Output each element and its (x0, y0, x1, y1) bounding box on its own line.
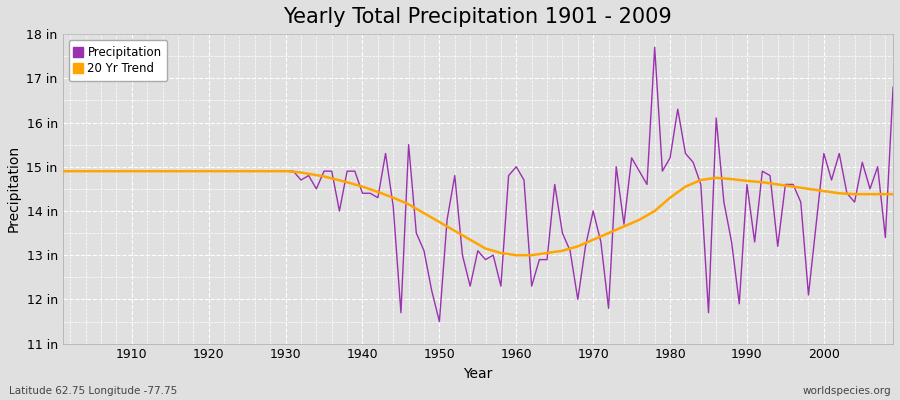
Y-axis label: Precipitation: Precipitation (7, 145, 21, 232)
X-axis label: Year: Year (464, 367, 492, 381)
Text: worldspecies.org: worldspecies.org (803, 386, 891, 396)
Legend: Precipitation, 20 Yr Trend: Precipitation, 20 Yr Trend (68, 40, 167, 81)
Text: Latitude 62.75 Longitude -77.75: Latitude 62.75 Longitude -77.75 (9, 386, 177, 396)
Title: Yearly Total Precipitation 1901 - 2009: Yearly Total Precipitation 1901 - 2009 (284, 7, 672, 27)
